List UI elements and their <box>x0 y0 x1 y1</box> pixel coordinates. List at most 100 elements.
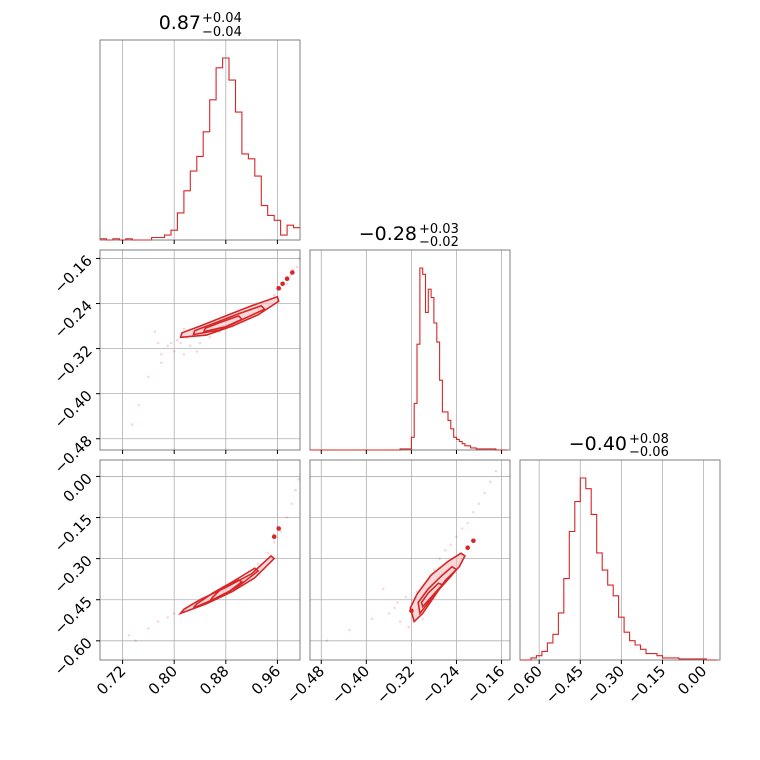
scatter-point <box>131 423 134 426</box>
title-param-0: 0.87 <box>159 12 201 34</box>
y-tick-label: −0.45 <box>51 593 96 638</box>
x-tick-label: −0.24 <box>418 662 463 707</box>
scatter-point <box>381 587 385 591</box>
contour-line <box>178 554 276 616</box>
x-tick-label: 0.96 <box>248 662 284 698</box>
scatter-point <box>266 551 270 555</box>
scatter-point <box>421 617 425 621</box>
scatter-point <box>169 341 173 345</box>
scatter-point <box>297 477 301 481</box>
scatter-point <box>477 502 481 506</box>
x-tick-label: 0.80 <box>145 662 181 698</box>
title-param-0-plus: +0.04 <box>202 11 242 26</box>
dense-point <box>280 281 285 287</box>
scatter-point <box>438 557 441 560</box>
panel-frame <box>99 249 301 451</box>
scatter-point <box>189 344 192 348</box>
scatter-point <box>137 403 140 407</box>
y-tick-label: −0.24 <box>51 297 96 342</box>
histogram-2: −0.60−0.45−0.30−0.15 0.00 <box>501 459 721 707</box>
dense-point <box>409 608 414 613</box>
x-tick-label: −0.15 <box>624 662 669 707</box>
contour-line <box>202 314 244 333</box>
dense-point <box>290 270 295 275</box>
title-param-2-plus: +0.08 <box>629 432 669 447</box>
scatter-point <box>179 341 182 345</box>
title-param-2: −0.40 <box>569 433 627 455</box>
scatter-point <box>407 625 410 629</box>
x-tick-label: −0.40 <box>328 662 373 707</box>
scatter-point <box>483 491 486 495</box>
panel-frame <box>309 249 511 451</box>
scatter-point <box>472 510 475 514</box>
contour-line <box>417 565 458 616</box>
panel-2d-0-1: −0.48−0.40−0.32−0.24−0.16 <box>51 249 301 477</box>
y-tick-label: −0.16 <box>51 252 96 297</box>
x-tick-label: −0.32 <box>373 662 418 707</box>
dense-point <box>471 538 476 544</box>
scatter-point <box>147 375 150 379</box>
scatter-point <box>166 344 169 348</box>
histogram-step-line <box>100 57 300 241</box>
panel-hist-1: −0.28 +0.03 −0.02 <box>359 222 459 250</box>
scatter-point <box>489 480 492 484</box>
scatter-point <box>387 612 391 615</box>
scatter-point <box>272 293 276 297</box>
panel-hist-2: −0.40 +0.08 −0.06 <box>569 432 669 460</box>
scatter-point <box>208 336 211 339</box>
panel-frame <box>519 459 721 661</box>
panel-frame <box>99 39 301 241</box>
scatter-point <box>256 562 260 566</box>
scatter-point <box>182 327 186 331</box>
scatter-point <box>153 330 157 334</box>
dense-point <box>284 276 290 282</box>
x-tick-label: −0.60 <box>501 662 546 707</box>
scatter-point <box>182 352 186 356</box>
scatter-point <box>290 502 293 506</box>
y-tick-label: −0.40 <box>51 387 96 432</box>
dense-point <box>271 534 277 539</box>
histogram-1 <box>309 249 511 454</box>
panel-frame <box>309 459 511 661</box>
x-tick-label: 0.88 <box>196 662 232 698</box>
scatter-point <box>432 568 436 571</box>
x-tick-label: 0.00 <box>674 662 710 698</box>
scatter-point <box>160 352 163 356</box>
histogram-step-line <box>310 267 508 451</box>
title-param-2-minus: −0.06 <box>629 445 669 460</box>
plot-layer: −0.60−0.45−0.30−0.15 0.00−0.48−0.40−0.32−… <box>51 39 721 707</box>
scatter-point <box>455 535 458 538</box>
scatter-point <box>272 540 276 544</box>
scatter-point <box>370 617 374 621</box>
scatter-point <box>195 350 199 353</box>
scatter-point <box>295 265 299 269</box>
scatter-point <box>289 274 292 277</box>
x-tick-label: −0.16 <box>463 662 508 707</box>
scatter-point <box>449 543 453 547</box>
scatter-point <box>443 549 447 552</box>
scatter-point <box>294 488 297 492</box>
scatter-point <box>176 338 179 342</box>
scatter-point <box>325 639 329 643</box>
scatter-point <box>172 612 176 615</box>
panel-2d-0-2: −0.60−0.45−0.30−0.150.000.72 0.80 0.88 0.96 <box>51 459 301 698</box>
title-param-0-minus: −0.04 <box>202 25 242 40</box>
y-tick-label: −0.15 <box>51 511 96 556</box>
x-tick-label: 0.72 <box>93 662 129 698</box>
scatter-point <box>398 620 402 623</box>
dense-point <box>465 545 471 550</box>
panel-frame <box>99 459 301 661</box>
x-tick-label: −0.48 <box>283 662 328 707</box>
contour-line <box>179 295 280 339</box>
scatter-point <box>285 516 289 519</box>
scatter-point <box>198 341 202 345</box>
title-param-1-plus: +0.03 <box>419 222 459 237</box>
histogram-step-line <box>520 477 718 661</box>
scatter-point <box>127 634 131 637</box>
scatter-point <box>404 595 408 599</box>
scatter-point <box>285 282 289 286</box>
title-param-1: −0.28 <box>359 223 417 245</box>
y-tick-label: −0.32 <box>51 342 96 387</box>
scatter-point <box>494 469 498 473</box>
